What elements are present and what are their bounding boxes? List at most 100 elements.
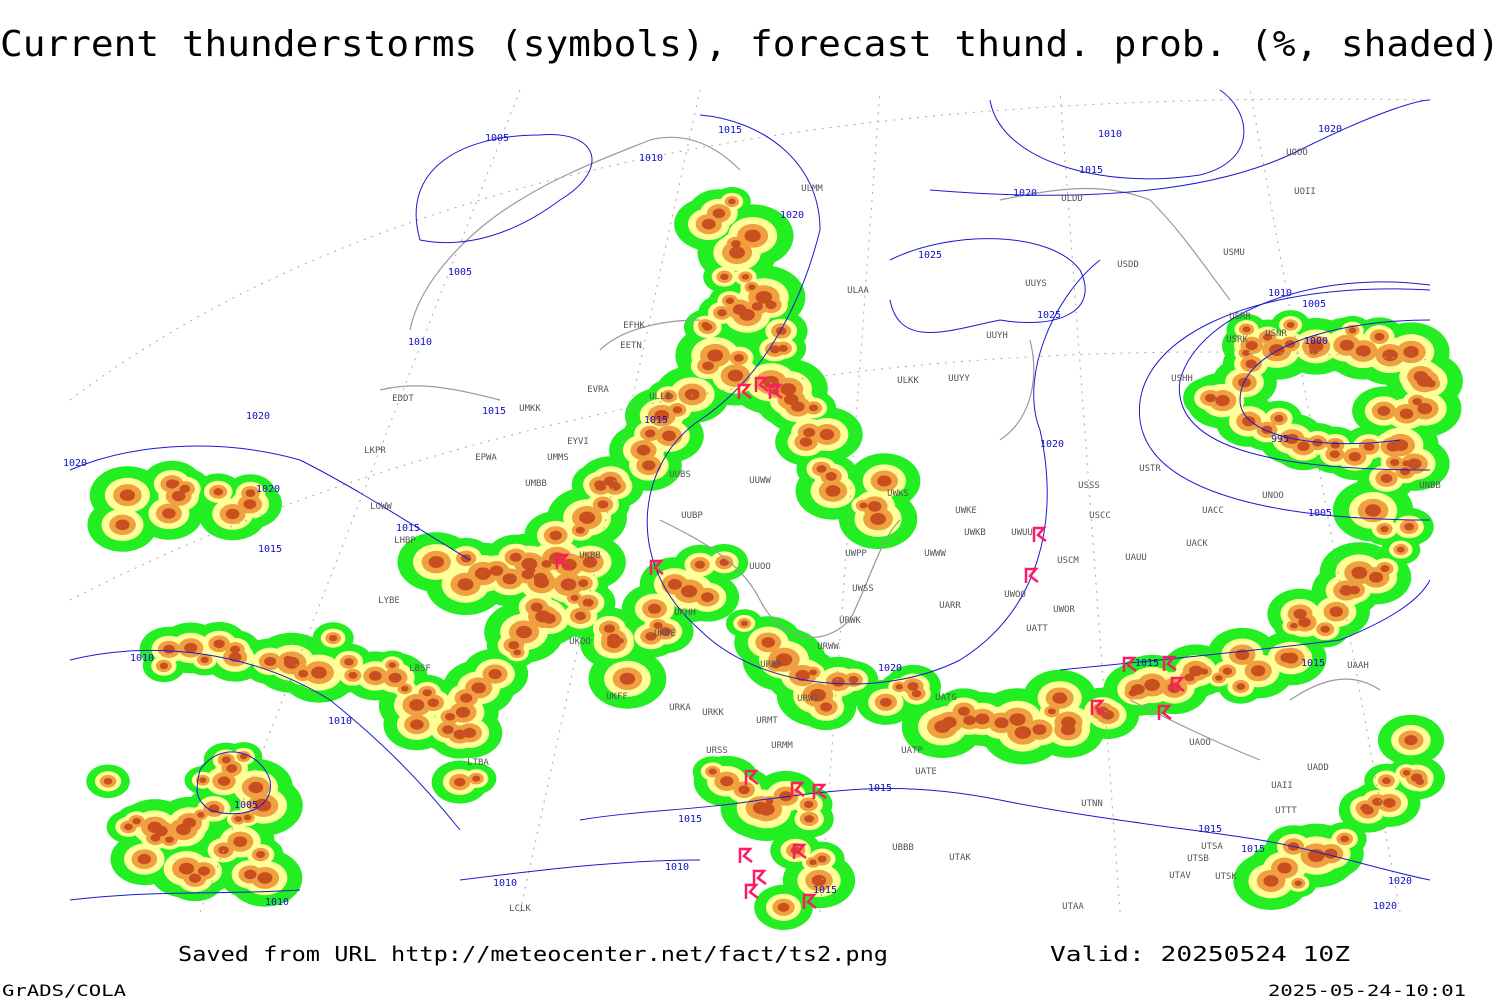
storm-symbol	[1162, 655, 1177, 671]
shading-cell	[779, 791, 793, 802]
shading-cell	[445, 712, 455, 721]
station-label: EYVI	[567, 437, 589, 447]
shading-cell	[1274, 414, 1284, 423]
shading-cell	[720, 776, 734, 787]
storm-symbols	[555, 376, 1185, 909]
shading-cell	[1052, 692, 1068, 704]
station-label: EVRA	[587, 385, 609, 395]
shading-cell	[1382, 349, 1398, 362]
shading-cell	[1407, 458, 1422, 470]
shading-cell	[809, 859, 817, 866]
shading-cell	[791, 401, 805, 412]
isobar-label: 1025	[1037, 310, 1061, 321]
shading-cell	[907, 682, 919, 691]
shading-cell	[124, 823, 133, 831]
shading-cell	[1285, 433, 1299, 445]
station-label: UWKE	[955, 506, 977, 516]
shading-cell	[348, 671, 358, 679]
shading-cell	[725, 297, 735, 304]
station-label: UACC	[1202, 506, 1224, 516]
shading-cell	[239, 753, 248, 760]
station-label: LHBP	[394, 536, 416, 546]
shading-cell	[1014, 726, 1032, 739]
isobar-label: 1020	[780, 210, 804, 221]
station-label: UATP	[901, 746, 923, 756]
station-label: LOWW	[370, 502, 392, 512]
shading-cell	[1410, 773, 1423, 783]
shading-cell	[719, 558, 730, 567]
shading-cell	[1320, 625, 1330, 633]
shading-cell	[165, 479, 178, 489]
storm-symbol	[754, 376, 769, 392]
isobar-label: 1010	[639, 153, 663, 164]
isobar-label: 1015	[1241, 844, 1265, 855]
shading-cell	[1284, 652, 1299, 664]
shading-cell	[804, 815, 815, 823]
station-label: ULLI	[649, 392, 671, 402]
shading-cell	[213, 639, 225, 649]
shading-cell	[453, 729, 467, 740]
station-label: URSS	[706, 746, 728, 756]
isobar-label: 1010	[1268, 288, 1292, 299]
shading-cell	[178, 862, 195, 875]
station-label: UWKB	[964, 528, 986, 538]
shading-cell	[1340, 835, 1350, 843]
storm-symbol	[649, 559, 664, 575]
storm-symbol	[1157, 704, 1172, 720]
station-label: UTAV	[1169, 871, 1191, 881]
shading-cell	[1348, 452, 1361, 462]
shading-cell	[1101, 710, 1114, 720]
shading-cell	[513, 649, 522, 656]
shading-cell	[644, 429, 656, 438]
shading-cell	[368, 671, 382, 681]
shading-cell	[1416, 375, 1433, 387]
station-label: UTAK	[949, 853, 971, 863]
shading-cell	[1377, 406, 1391, 416]
shading-cell	[428, 556, 445, 569]
shading-cell	[819, 428, 835, 441]
station-label: UUBS	[669, 470, 691, 480]
station-label: LKPR	[364, 446, 386, 456]
shading-cell	[636, 444, 651, 456]
shading-cell	[150, 834, 161, 842]
station-label: EETN	[620, 341, 642, 351]
shading-cell	[609, 481, 621, 491]
shading-cell	[778, 344, 788, 352]
isobar-label: 1020	[1013, 188, 1037, 199]
shading-cell	[1339, 339, 1355, 351]
isobar-label: 1010	[493, 878, 517, 889]
shading-cell	[1404, 523, 1415, 531]
shading-cell	[681, 585, 698, 598]
station-label: USRR	[1229, 312, 1251, 322]
shading-cell	[454, 777, 466, 787]
shading-cell	[137, 853, 152, 865]
station-label: UKBB	[579, 551, 601, 561]
shading-cell	[530, 602, 543, 612]
station-label: UTAA	[1062, 902, 1084, 912]
station-label: UMKK	[519, 404, 541, 414]
shading-cell	[329, 634, 338, 642]
station-label: UAUU	[1125, 553, 1147, 563]
shading-cell	[1329, 450, 1340, 459]
shading-cell	[119, 489, 135, 501]
isobar-label: 1015	[258, 544, 282, 555]
station-label: ULAA	[847, 286, 869, 296]
shading-cell	[509, 552, 522, 562]
isobar-label: 1020	[1373, 901, 1397, 912]
shading-cell	[597, 500, 609, 509]
shading-cell	[1294, 880, 1302, 887]
shading-cell	[975, 713, 990, 725]
shading-cell	[702, 323, 713, 331]
storm-symbol	[555, 553, 570, 569]
isobars	[69, 89, 1431, 901]
shading-cell	[221, 756, 231, 764]
shading-cell	[1189, 665, 1203, 677]
storm-symbol	[744, 883, 759, 899]
station-label: USMU	[1223, 248, 1245, 258]
station-label: URKA	[669, 703, 691, 713]
shading-cell	[159, 662, 169, 670]
shading-cell	[1262, 333, 1273, 341]
shading-cell	[570, 594, 579, 602]
shading-cell	[664, 392, 674, 400]
isobar-label: 1020	[878, 663, 902, 674]
